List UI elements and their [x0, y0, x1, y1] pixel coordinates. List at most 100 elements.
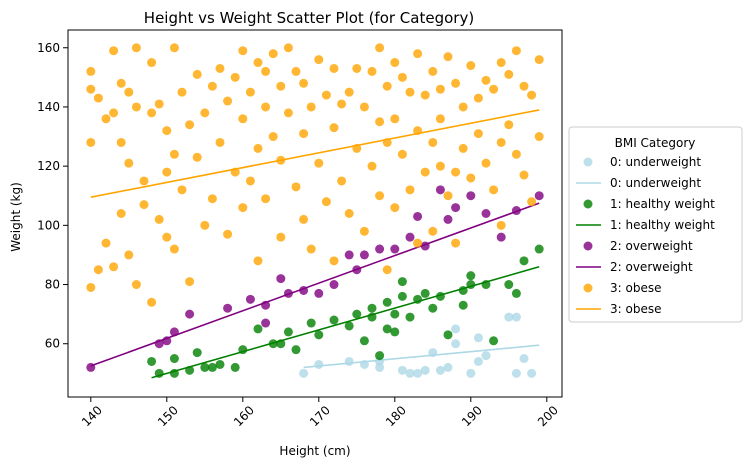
point-series-3 [261, 102, 271, 112]
point-series-3 [413, 238, 423, 248]
point-series-3 [238, 203, 248, 213]
point-series-3 [215, 137, 225, 147]
point-series-1 [382, 297, 392, 307]
point-series-3 [86, 84, 96, 94]
point-series-1 [367, 303, 377, 313]
point-series-2 [534, 191, 544, 201]
point-series-3 [466, 61, 476, 71]
legend-marker-0 [583, 157, 593, 167]
point-series-2 [451, 203, 461, 213]
point-series-3 [428, 226, 438, 236]
point-series-3 [367, 161, 377, 171]
point-series-0 [481, 351, 491, 361]
point-series-3 [390, 58, 400, 68]
point-series-2 [443, 214, 453, 224]
point-series-1 [458, 285, 468, 295]
point-series-3 [276, 232, 286, 242]
point-series-0 [359, 359, 369, 369]
point-series-3 [352, 143, 362, 153]
point-series-3 [245, 176, 255, 186]
point-series-0 [397, 365, 407, 375]
point-series-3 [390, 203, 400, 213]
point-series-3 [101, 238, 111, 248]
point-series-2 [245, 294, 255, 304]
point-series-1 [314, 330, 324, 340]
x-axis-label: Height (cm) [279, 444, 350, 458]
point-series-2 [405, 232, 415, 242]
point-series-3 [306, 102, 316, 112]
point-series-3 [405, 87, 415, 97]
point-series-3 [147, 297, 157, 307]
point-series-3 [375, 43, 385, 53]
point-series-3 [276, 155, 286, 165]
point-series-3 [458, 102, 468, 112]
point-series-3 [109, 46, 119, 56]
point-series-0 [413, 368, 423, 378]
point-series-3 [473, 93, 483, 103]
point-series-1 [435, 291, 445, 301]
point-series-3 [481, 158, 491, 168]
point-series-3 [413, 126, 423, 136]
point-series-3 [420, 167, 430, 177]
point-series-2 [154, 339, 164, 349]
point-series-1 [443, 330, 453, 340]
legend-label-fit-1: 1: healthy weight [610, 218, 715, 232]
point-series-3 [147, 108, 157, 118]
point-series-3 [299, 78, 309, 88]
point-series-1 [276, 339, 286, 349]
point-series-2 [435, 185, 445, 195]
fit-line-series-3 [90, 109, 540, 199]
point-series-0 [451, 324, 461, 334]
point-series-3 [162, 167, 172, 177]
point-series-3 [443, 52, 453, 62]
point-series-3 [101, 114, 111, 124]
y-axis-ticks: 60 80 100 120 140 160 [37, 41, 68, 351]
point-series-3 [435, 84, 445, 94]
plot-frame [67, 29, 563, 398]
legend-entries: 0: underweight 0: underweight 1: healthy w… [576, 155, 715, 316]
point-series-3 [489, 84, 499, 94]
point-series-3 [390, 114, 400, 124]
point-series-3 [321, 197, 331, 207]
point-series-2 [344, 250, 354, 260]
point-series-1 [511, 288, 521, 298]
point-series-1 [390, 309, 400, 319]
point-series-3 [299, 129, 309, 139]
point-series-1 [192, 348, 202, 358]
point-series-2 [276, 274, 286, 284]
point-series-2 [466, 191, 476, 201]
point-series-2 [299, 285, 309, 295]
point-series-0 [435, 365, 445, 375]
point-series-3 [116, 78, 126, 88]
point-series-3 [337, 99, 347, 109]
point-series-3 [504, 69, 514, 79]
point-series-1 [390, 327, 400, 337]
point-series-3 [458, 143, 468, 153]
point-series-1 [352, 309, 362, 319]
point-series-3 [527, 197, 537, 207]
point-series-3 [93, 265, 103, 275]
point-series-3 [306, 244, 316, 254]
point-series-1 [306, 318, 316, 328]
point-series-3 [352, 63, 362, 73]
point-series-0 [405, 368, 415, 378]
point-series-2 [162, 336, 172, 346]
point-series-3 [109, 262, 119, 272]
point-series-3 [207, 81, 217, 91]
point-series-0 [375, 362, 385, 372]
point-series-3 [238, 114, 248, 124]
point-series-0 [344, 356, 354, 366]
point-series-1 [375, 351, 385, 361]
y-tick-label: 60 [45, 337, 60, 351]
legend-label-points-0: 0: underweight [610, 155, 701, 169]
point-series-3 [230, 167, 240, 177]
point-series-2 [223, 303, 233, 313]
point-series-1 [481, 280, 491, 290]
point-series-3 [375, 191, 385, 201]
point-series-3 [116, 209, 126, 218]
point-series-3 [245, 87, 255, 97]
point-series-1 [169, 354, 179, 364]
point-series-3 [116, 137, 126, 147]
